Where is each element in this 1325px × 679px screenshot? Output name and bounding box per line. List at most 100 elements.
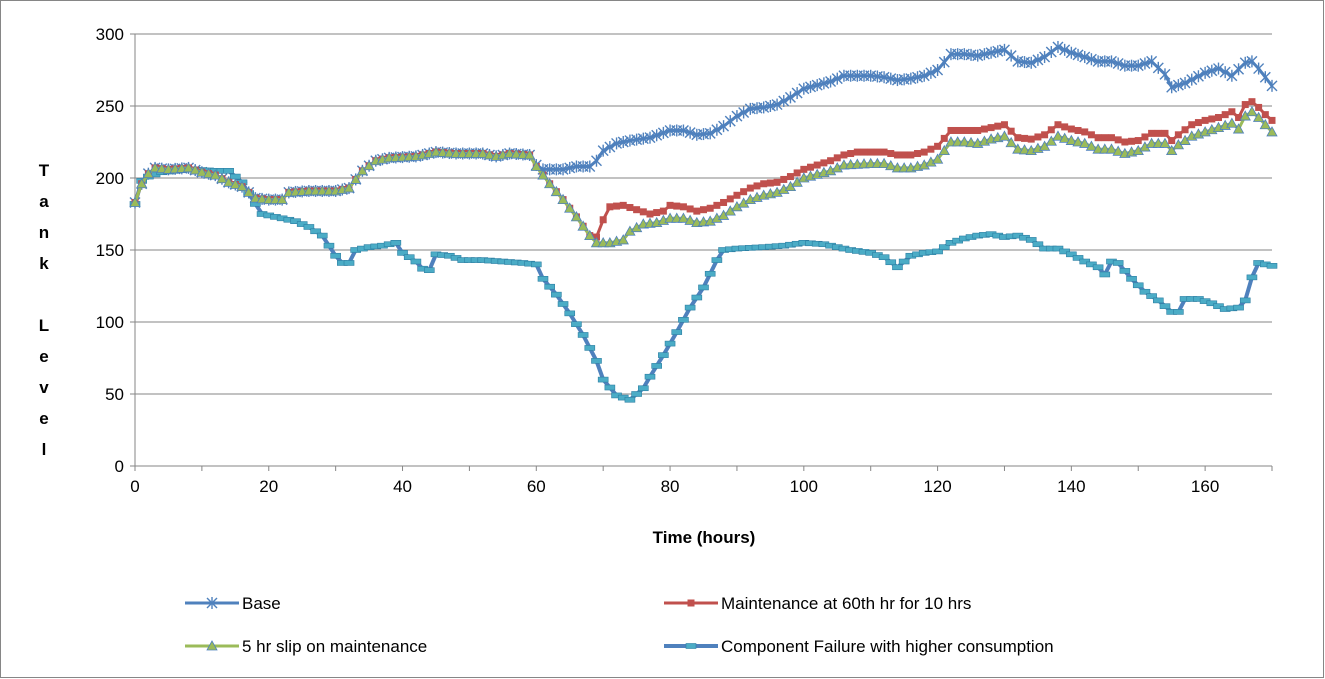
y-tick-label-0: 0 (115, 457, 124, 476)
data-point (1255, 103, 1263, 111)
data-point (827, 157, 835, 165)
data-point (397, 250, 408, 256)
data-point (1259, 118, 1271, 130)
data-point (631, 391, 642, 397)
data-point (1018, 144, 1031, 155)
data-point (1039, 51, 1051, 64)
data-point (619, 201, 627, 209)
data-point (914, 150, 922, 158)
data-point (720, 198, 728, 206)
data-point (1079, 137, 1091, 148)
data-point (805, 80, 817, 93)
data-point (443, 147, 456, 158)
data-point (550, 185, 563, 197)
series-3 (129, 105, 1278, 248)
data-point (758, 101, 770, 114)
data-point (766, 179, 774, 187)
data-point (1059, 43, 1071, 56)
data-point (209, 169, 221, 180)
data-point (1199, 66, 1211, 79)
data-point (1194, 119, 1202, 127)
x-axis-title: Time (hours) (653, 528, 756, 547)
legend-item-2: Maintenance at 60th hr for 10 hrs (664, 594, 971, 613)
data-point (604, 141, 616, 154)
data-point (1092, 264, 1104, 271)
data-point (276, 193, 288, 205)
data-point (1208, 115, 1216, 123)
data-point (303, 224, 315, 230)
data-point (1107, 134, 1115, 142)
data-point (898, 258, 910, 265)
data-point (954, 126, 962, 134)
data-point (1232, 123, 1245, 134)
data-point (885, 159, 897, 171)
data-point (149, 162, 161, 173)
data-point (992, 45, 1004, 58)
data-point (1246, 105, 1258, 117)
data-point (912, 71, 924, 84)
data-point (316, 232, 328, 239)
data-point (1161, 129, 1169, 137)
data-point (1072, 255, 1084, 261)
data-point (1132, 282, 1144, 289)
data-point (1159, 137, 1171, 148)
data-point (878, 71, 890, 84)
data-point (436, 146, 449, 157)
data-point (764, 100, 776, 112)
data-point (960, 126, 968, 134)
data-point (196, 166, 208, 177)
data-point (878, 157, 890, 169)
data-point (584, 229, 596, 241)
data-point (651, 363, 662, 369)
data-point (510, 148, 522, 159)
data-point (142, 167, 155, 179)
y-tick-label-100: 100 (96, 313, 124, 332)
data-point (1252, 111, 1265, 122)
data-point (820, 159, 828, 167)
legend-label: 5 hr slip on maintenance (242, 637, 427, 656)
data-point (1153, 297, 1164, 304)
data-point (1165, 144, 1178, 156)
data-point (430, 146, 442, 157)
data-point (731, 110, 743, 123)
data-point (1045, 135, 1057, 146)
data-point (887, 150, 895, 158)
data-point (604, 384, 616, 391)
data-point (918, 69, 930, 82)
data-point (1219, 66, 1231, 79)
data-point (925, 66, 937, 79)
data-point (920, 148, 928, 156)
data-point (564, 202, 576, 213)
data-point (617, 234, 629, 245)
data-point (738, 106, 750, 119)
data-point (1065, 46, 1077, 59)
data-point (1226, 117, 1238, 128)
data-point (1246, 274, 1258, 281)
data-point (1061, 123, 1069, 131)
data-point (1086, 261, 1097, 268)
data-point (617, 136, 629, 148)
data-point (938, 244, 950, 250)
data-point (892, 264, 903, 271)
data-point (860, 148, 868, 156)
data-point (978, 48, 990, 61)
data-point (590, 154, 602, 167)
data-point (1079, 51, 1091, 64)
data-point (1121, 138, 1129, 146)
data-point (390, 240, 402, 246)
data-point (206, 597, 218, 609)
data-point (684, 214, 696, 225)
data-point (677, 212, 690, 223)
data-point (1085, 53, 1097, 66)
data-point (646, 210, 654, 218)
data-point (1172, 79, 1184, 92)
y-tick-label-200: 200 (96, 169, 124, 188)
data-point (1087, 131, 1095, 139)
data-point (1066, 251, 1077, 258)
data-point (1032, 241, 1044, 248)
data-point (564, 161, 576, 174)
data-point (657, 126, 669, 139)
data-point (1101, 134, 1109, 142)
data-point (1239, 56, 1251, 69)
